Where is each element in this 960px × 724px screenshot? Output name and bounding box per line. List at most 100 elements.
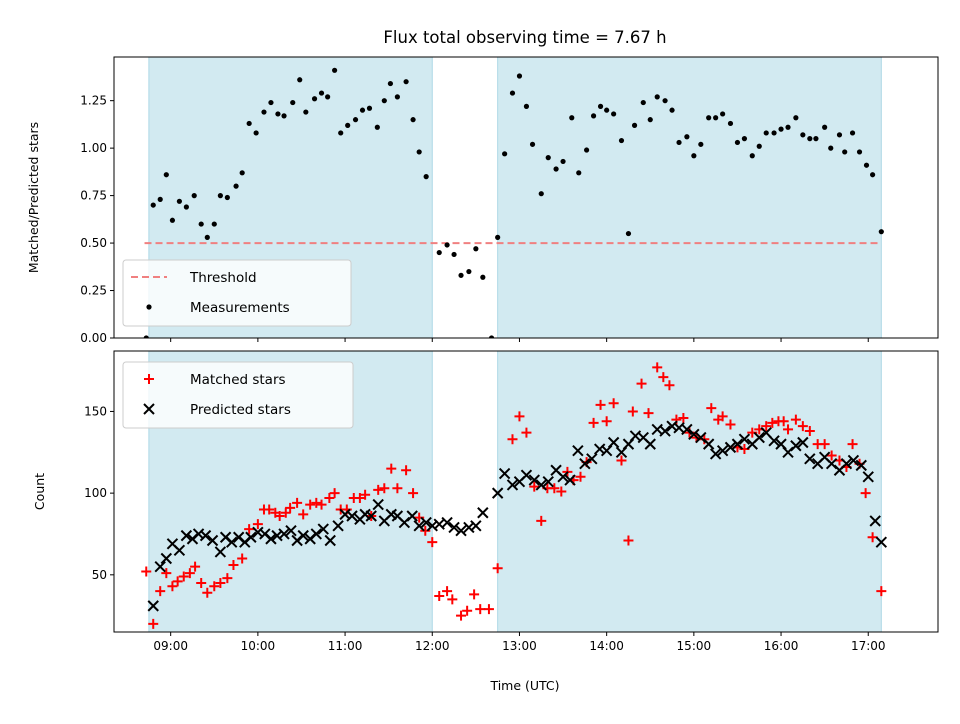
ratio-panel: 0.00 0.25 0.50 0.75 1.00 1.25 Matched/Predicte…	[26, 56, 939, 345]
data-point	[654, 94, 660, 100]
data-point	[222, 573, 233, 584]
data-point	[590, 113, 597, 119]
data-point	[141, 566, 152, 577]
x-tick-label: 17:00	[851, 639, 886, 653]
data-point	[553, 166, 559, 172]
data-point	[771, 130, 777, 136]
data-point	[209, 581, 220, 592]
data-point	[684, 134, 690, 140]
data-point	[480, 274, 486, 280]
data-point	[669, 107, 675, 113]
data-point	[611, 111, 617, 117]
data-point	[246, 120, 252, 127]
observing-window	[497, 57, 882, 338]
data-point	[233, 183, 239, 189]
data-point	[214, 546, 227, 558]
data-point	[676, 139, 682, 146]
data-point	[536, 515, 547, 526]
data-point	[842, 149, 848, 155]
legend-marker	[146, 304, 152, 310]
data-point	[224, 194, 230, 201]
data-point	[244, 524, 255, 535]
y-tick-label: 0.75	[80, 189, 107, 203]
data-point	[455, 525, 467, 537]
data-point	[869, 515, 881, 527]
legend-marker	[143, 403, 155, 415]
data-point	[717, 411, 728, 422]
data-point	[607, 436, 620, 449]
data-point	[640, 99, 646, 106]
x-tick-label: 13:00	[502, 639, 537, 653]
data-point	[636, 378, 647, 389]
data-point	[379, 483, 390, 494]
data-point	[761, 421, 772, 432]
data-point	[155, 586, 166, 597]
data-point	[800, 132, 806, 138]
data-point	[724, 441, 737, 454]
data-point	[506, 479, 519, 491]
x-tick-label: 14:00	[589, 639, 624, 653]
data-point	[597, 103, 604, 109]
data-point	[720, 111, 726, 117]
data-point	[211, 221, 217, 227]
data-point	[365, 510, 377, 522]
data-point	[608, 398, 619, 409]
data-point	[150, 202, 156, 208]
data-point	[292, 497, 303, 508]
data-point	[462, 605, 473, 616]
data-point	[264, 504, 275, 515]
x-tick-label: 15:00	[677, 639, 712, 653]
data-point	[756, 143, 762, 149]
data-point	[514, 411, 525, 422]
data-point	[807, 136, 813, 142]
data-point	[290, 99, 296, 106]
data-point	[520, 469, 533, 481]
legend-marker	[144, 374, 154, 384]
data-point	[373, 484, 384, 495]
data-point	[491, 487, 504, 499]
data-point	[303, 109, 309, 115]
data-point	[601, 416, 612, 427]
data-point	[826, 450, 837, 461]
data-point	[595, 399, 606, 410]
data-point	[157, 196, 163, 202]
data-point	[862, 471, 874, 483]
data-point	[261, 109, 267, 115]
axes-frame	[113, 56, 939, 339]
legend: Matched stars Predicted stars	[122, 361, 354, 429]
data-point	[281, 113, 287, 119]
data-point	[401, 465, 412, 476]
data-point	[311, 96, 318, 102]
data-point	[226, 536, 238, 548]
data-point	[502, 151, 508, 157]
y-tick-label: 0.50	[80, 236, 107, 250]
data-point	[237, 553, 248, 564]
data-point	[329, 488, 340, 499]
data-point	[324, 534, 336, 547]
data-point	[860, 488, 871, 499]
data-point	[206, 534, 219, 547]
data-point	[451, 251, 457, 258]
data-point	[423, 174, 429, 180]
data-point	[698, 141, 704, 147]
data-point	[196, 577, 207, 588]
data-point	[681, 423, 693, 436]
data-point	[576, 170, 582, 176]
data-point	[447, 594, 458, 605]
data-point	[215, 577, 226, 588]
data-point	[488, 335, 495, 338]
data-point	[549, 483, 560, 494]
data-point	[366, 105, 373, 111]
data-point	[169, 217, 176, 223]
y-tick-label: 100	[84, 486, 107, 500]
data-point	[387, 80, 394, 87]
data-point	[586, 453, 598, 465]
data-point	[427, 537, 438, 548]
data-point	[444, 242, 450, 248]
data-point	[790, 414, 801, 425]
data-point	[163, 172, 169, 178]
data-point	[253, 130, 259, 136]
data-point	[245, 531, 257, 543]
data-point	[386, 463, 397, 474]
